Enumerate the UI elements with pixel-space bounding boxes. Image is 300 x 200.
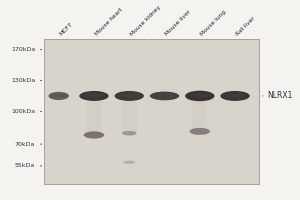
Ellipse shape <box>225 93 245 97</box>
Ellipse shape <box>185 91 214 101</box>
Text: Mouse lung: Mouse lung <box>200 9 227 37</box>
Ellipse shape <box>122 131 136 135</box>
Ellipse shape <box>52 94 66 97</box>
Text: Mouse liver: Mouse liver <box>164 9 192 37</box>
Bar <box>192 99 207 135</box>
Text: 55kDa: 55kDa <box>15 163 35 168</box>
Text: 130kDa: 130kDa <box>11 78 35 83</box>
Ellipse shape <box>154 94 175 97</box>
Ellipse shape <box>190 128 210 135</box>
Ellipse shape <box>84 93 104 97</box>
Text: Mouse kidney: Mouse kidney <box>129 4 162 37</box>
Ellipse shape <box>119 93 140 97</box>
Ellipse shape <box>190 93 210 98</box>
Text: MCF7: MCF7 <box>59 22 74 37</box>
Bar <box>87 99 101 135</box>
Bar <box>122 99 136 135</box>
Ellipse shape <box>84 131 104 139</box>
Ellipse shape <box>48 92 69 100</box>
Text: 100kDa: 100kDa <box>11 109 35 114</box>
Text: Rat liver: Rat liver <box>235 16 256 37</box>
Text: NLRX1: NLRX1 <box>267 91 293 100</box>
Ellipse shape <box>123 161 135 164</box>
Ellipse shape <box>220 91 250 101</box>
Bar <box>44 39 259 184</box>
Ellipse shape <box>115 91 144 101</box>
Text: Mouse heart: Mouse heart <box>94 7 124 37</box>
Ellipse shape <box>79 91 109 101</box>
Ellipse shape <box>150 92 179 100</box>
Text: 170kDa: 170kDa <box>11 47 35 52</box>
Text: 70kDa: 70kDa <box>15 142 35 147</box>
